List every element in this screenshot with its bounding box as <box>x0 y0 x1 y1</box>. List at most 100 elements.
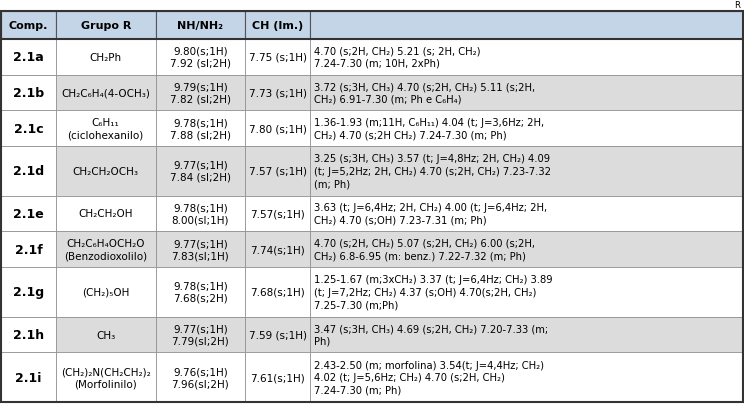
Bar <box>155 352 246 402</box>
Text: C₆H₁₁
(ciclohexanilo): C₆H₁₁ (ciclohexanilo) <box>68 118 144 140</box>
Text: 7.57(s;1H): 7.57(s;1H) <box>251 209 305 219</box>
Bar <box>1 12 56 40</box>
Text: 7.59 (s;1H): 7.59 (s;1H) <box>248 330 307 340</box>
Bar <box>310 232 743 267</box>
Bar <box>56 12 155 40</box>
Bar <box>56 352 155 402</box>
Text: 3.63 (t; J=6,4Hz; 2H, CH₂) 4.00 (t; J=6,4Hz; 2H,
CH₂) 4.70 (s;OH) 7.23-7.31 (m; : 3.63 (t; J=6,4Hz; 2H, CH₂) 4.00 (t; J=6,… <box>314 203 548 225</box>
Bar <box>246 147 310 196</box>
Text: Comp.: Comp. <box>9 21 48 31</box>
Text: Grupo R: Grupo R <box>80 21 131 31</box>
Bar <box>1 111 56 147</box>
Text: 9.77(s;1H)
7.83(sl;1H): 9.77(s;1H) 7.83(sl;1H) <box>172 239 229 260</box>
Text: 9.79(s;1H)
7.82 (sl;2H): 9.79(s;1H) 7.82 (sl;2H) <box>170 82 231 104</box>
Bar <box>246 75 310 111</box>
Bar <box>310 352 743 402</box>
Bar <box>310 40 743 75</box>
Bar <box>1 75 56 111</box>
Text: 2.1i: 2.1i <box>15 371 42 384</box>
Bar <box>1 317 56 352</box>
Bar <box>155 196 246 232</box>
Bar <box>56 111 155 147</box>
Bar <box>1 111 56 147</box>
Text: 7.73 (s;1H): 7.73 (s;1H) <box>248 88 307 98</box>
Text: 2.1e: 2.1e <box>13 207 44 220</box>
Bar <box>246 111 310 147</box>
Text: (CH₂)₂N(CH₂CH₂)₂
(Morfolinilo): (CH₂)₂N(CH₂CH₂)₂ (Morfolinilo) <box>61 366 150 388</box>
Bar <box>310 75 743 111</box>
Bar <box>56 232 155 267</box>
Text: 1.36-1.93 (m;11H, C₆H₁₁) 4.04 (t; J=3,6Hz; 2H,
CH₂) 4.70 (s;2H CH₂) 7.24-7.30 (m: 1.36-1.93 (m;11H, C₆H₁₁) 4.04 (t; J=3,6H… <box>314 117 545 140</box>
Bar <box>56 196 155 232</box>
Bar <box>56 147 155 196</box>
Text: 2.1b: 2.1b <box>13 87 44 100</box>
Text: 9.80(s;1H)
7.92 (sl;2H): 9.80(s;1H) 7.92 (sl;2H) <box>170 47 231 68</box>
Text: 9.77(s;1H)
7.84 (sl;2H): 9.77(s;1H) 7.84 (sl;2H) <box>170 160 231 182</box>
Bar <box>1 147 56 196</box>
Text: 9.77(s;1H)
7.79(sl;2H): 9.77(s;1H) 7.79(sl;2H) <box>172 324 229 345</box>
Bar <box>246 352 310 402</box>
Text: CH (Im.): CH (Im.) <box>252 21 304 31</box>
Text: CH₂C₆H₄OCH₂O
(Benzodioxolilo): CH₂C₆H₄OCH₂O (Benzodioxolilo) <box>64 239 147 260</box>
Bar <box>1 352 56 402</box>
Bar <box>246 12 310 40</box>
Bar <box>1 196 56 232</box>
Bar <box>56 40 155 75</box>
Text: 2.1a: 2.1a <box>13 51 44 64</box>
Bar <box>56 317 155 352</box>
Bar <box>56 75 155 111</box>
Text: 2.43-2.50 (m; morfolina) 3.54(t; J=4,4Hz; CH₂)
4.02 (t; J=5,6Hz; CH₂) 4.70 (s;2H: 2.43-2.50 (m; morfolina) 3.54(t; J=4,4Hz… <box>314 360 544 394</box>
Bar <box>1 40 56 75</box>
Text: CH₂CH₂OH: CH₂CH₂OH <box>78 209 133 219</box>
Text: 7.80 (s;1H): 7.80 (s;1H) <box>248 124 307 134</box>
Bar <box>1 352 56 402</box>
Bar <box>155 267 246 317</box>
Bar <box>246 232 310 267</box>
Bar <box>310 267 743 317</box>
Text: 2.1c: 2.1c <box>13 122 43 135</box>
Text: 9.78(s;1H)
7.68(s;2H): 9.78(s;1H) 7.68(s;2H) <box>173 281 228 303</box>
Text: 2.1h: 2.1h <box>13 328 44 341</box>
Text: 1.25-1.67 (m;3xCH₂) 3.37 (t; J=6,4Hz; CH₂) 3.89
(t; J=7,2Hz; CH₂) 4.37 (s;OH) 4.: 1.25-1.67 (m;3xCH₂) 3.37 (t; J=6,4Hz; CH… <box>314 275 553 309</box>
Bar <box>1 232 56 267</box>
Bar <box>1 267 56 317</box>
Bar <box>246 267 310 317</box>
Bar <box>155 12 246 40</box>
Bar <box>310 147 743 196</box>
Text: 2.1g: 2.1g <box>13 286 44 298</box>
Bar <box>310 317 743 352</box>
Bar <box>155 317 246 352</box>
Text: CH₂C₆H₄(4-OCH₃): CH₂C₆H₄(4-OCH₃) <box>61 88 150 98</box>
Text: CH₂CH₂OCH₃: CH₂CH₂OCH₃ <box>73 166 138 176</box>
Bar <box>155 147 246 196</box>
Bar <box>310 12 743 40</box>
Text: 3.72 (s;3H, CH₃) 4.70 (s;2H, CH₂) 5.11 (s;2H,
CH₂) 6.91-7.30 (m; Ph e C₆H₄): 3.72 (s;3H, CH₃) 4.70 (s;2H, CH₂) 5.11 (… <box>314 82 535 104</box>
Bar <box>1 196 56 232</box>
Text: CH₃: CH₃ <box>96 330 115 340</box>
Bar <box>1 317 56 352</box>
Bar <box>155 232 246 267</box>
Text: CH₂Ph: CH₂Ph <box>90 53 122 62</box>
Bar <box>56 267 155 317</box>
Bar <box>1 75 56 111</box>
Text: 7.75 (s;1H): 7.75 (s;1H) <box>248 53 307 62</box>
Text: 2.1d: 2.1d <box>13 165 44 178</box>
Bar <box>310 111 743 147</box>
Bar <box>155 111 246 147</box>
Bar <box>1 232 56 267</box>
Bar <box>246 40 310 75</box>
Bar <box>1 40 56 75</box>
Text: 9.78(s;1H)
8.00(sl;1H): 9.78(s;1H) 8.00(sl;1H) <box>172 203 229 225</box>
Bar <box>310 196 743 232</box>
Bar <box>155 40 246 75</box>
Text: 7.57 (s;1H): 7.57 (s;1H) <box>248 166 307 176</box>
Text: 4.70 (s;2H, CH₂) 5.07 (s;2H, CH₂) 6.00 (s;2H,
CH₂) 6.8-6.95 (m: benz.) 7.22-7.32: 4.70 (s;2H, CH₂) 5.07 (s;2H, CH₂) 6.00 (… <box>314 239 535 261</box>
Text: 7.74(s;1H): 7.74(s;1H) <box>251 245 305 255</box>
Text: R: R <box>734 1 740 10</box>
Text: NH/NH₂: NH/NH₂ <box>178 21 223 31</box>
Bar <box>155 75 246 111</box>
Text: 4.70 (s;2H, CH₂) 5.21 (s; 2H, CH₂)
7.24-7.30 (m; 10H, 2xPh): 4.70 (s;2H, CH₂) 5.21 (s; 2H, CH₂) 7.24-… <box>314 46 481 69</box>
Text: (CH₂)₅OH: (CH₂)₅OH <box>82 287 129 297</box>
Text: 9.76(s;1H)
7.96(sl;2H): 9.76(s;1H) 7.96(sl;2H) <box>172 366 229 388</box>
Bar <box>1 267 56 317</box>
